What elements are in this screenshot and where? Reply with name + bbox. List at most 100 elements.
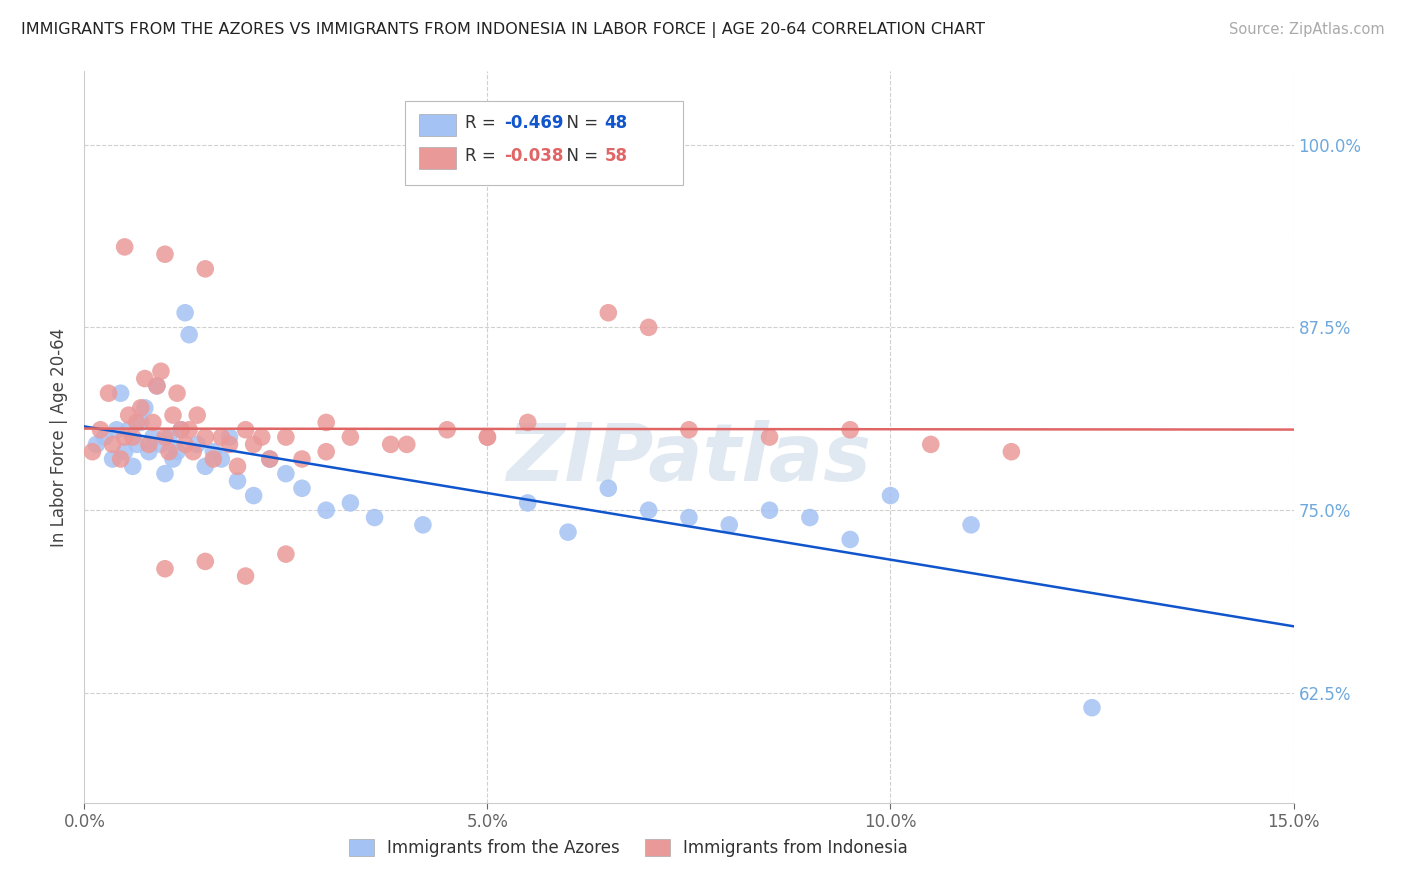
Point <box>186 437 208 451</box>
Point <box>125 437 148 451</box>
Point <box>218 437 240 451</box>
FancyBboxPatch shape <box>405 101 683 185</box>
Point <box>179 327 201 342</box>
Point <box>315 503 337 517</box>
Point <box>637 320 659 334</box>
Text: N =: N = <box>555 147 603 165</box>
Point <box>174 437 197 451</box>
FancyBboxPatch shape <box>419 146 456 169</box>
Point <box>114 444 136 458</box>
Point <box>153 562 176 576</box>
Point <box>174 306 197 320</box>
Point <box>412 517 434 532</box>
Point <box>920 437 942 451</box>
Point <box>1081 700 1104 714</box>
Text: IMMIGRANTS FROM THE AZORES VS IMMIGRANTS FROM INDONESIA IN LABOR FORCE | AGE 20-: IMMIGRANTS FROM THE AZORES VS IMMIGRANTS… <box>21 22 986 38</box>
Point <box>149 437 172 451</box>
Point <box>274 430 297 444</box>
Point <box>516 496 538 510</box>
Point <box>194 459 217 474</box>
Point <box>758 430 780 444</box>
Point <box>960 517 983 532</box>
Point <box>118 423 141 437</box>
Point <box>153 247 176 261</box>
Point <box>194 554 217 568</box>
Point <box>138 444 160 458</box>
Point <box>82 444 104 458</box>
Text: R =: R = <box>465 114 502 132</box>
Text: 58: 58 <box>605 147 627 165</box>
Point <box>339 430 361 444</box>
Text: N =: N = <box>555 114 603 132</box>
Point <box>259 452 281 467</box>
Point <box>134 401 156 415</box>
Point <box>637 503 659 517</box>
Point <box>162 452 184 467</box>
Text: 48: 48 <box>605 114 627 132</box>
Point <box>339 496 361 510</box>
Point <box>202 452 225 467</box>
Point <box>114 430 136 444</box>
Point <box>291 452 314 467</box>
Point <box>598 306 620 320</box>
Point <box>209 452 232 467</box>
Point <box>101 437 124 451</box>
Point <box>477 430 499 444</box>
Point <box>315 416 337 430</box>
Point <box>121 430 143 444</box>
Point <box>250 430 273 444</box>
Point <box>146 379 169 393</box>
Text: -0.469: -0.469 <box>503 114 564 132</box>
Point <box>157 444 180 458</box>
Point <box>181 444 204 458</box>
Point <box>89 423 111 437</box>
Text: -0.038: -0.038 <box>503 147 564 165</box>
Point <box>162 408 184 422</box>
Point <box>110 452 132 467</box>
Point <box>242 437 264 451</box>
Point <box>142 416 165 430</box>
Point <box>125 416 148 430</box>
Point <box>134 371 156 385</box>
Point <box>315 444 337 458</box>
Point <box>186 408 208 422</box>
Point <box>839 533 862 547</box>
Point <box>1000 444 1022 458</box>
Point <box>516 416 538 430</box>
Point <box>291 481 314 495</box>
Point <box>557 525 579 540</box>
Point <box>142 430 165 444</box>
Point <box>718 517 741 532</box>
Point <box>226 459 249 474</box>
Point <box>129 401 152 415</box>
Point <box>395 437 418 451</box>
Point <box>202 444 225 458</box>
Point <box>129 416 152 430</box>
Point <box>598 481 620 495</box>
Point <box>138 437 160 451</box>
Point <box>380 437 402 451</box>
Point <box>678 510 700 524</box>
Point <box>166 386 188 401</box>
Point <box>242 489 264 503</box>
FancyBboxPatch shape <box>419 114 456 136</box>
Point <box>153 430 176 444</box>
Text: Source: ZipAtlas.com: Source: ZipAtlas.com <box>1229 22 1385 37</box>
Point <box>799 510 821 524</box>
Point <box>758 503 780 517</box>
Point <box>235 423 257 437</box>
Point <box>274 547 297 561</box>
Y-axis label: In Labor Force | Age 20-64: In Labor Force | Age 20-64 <box>51 327 69 547</box>
Point <box>157 430 180 444</box>
Point <box>114 240 136 254</box>
Point <box>149 364 172 378</box>
Point <box>678 423 700 437</box>
Point <box>170 423 193 437</box>
Text: R =: R = <box>465 147 502 165</box>
Point <box>97 386 120 401</box>
Point <box>170 423 193 437</box>
Point <box>93 430 115 444</box>
Point <box>179 423 201 437</box>
Point <box>209 430 232 444</box>
Point <box>477 430 499 444</box>
